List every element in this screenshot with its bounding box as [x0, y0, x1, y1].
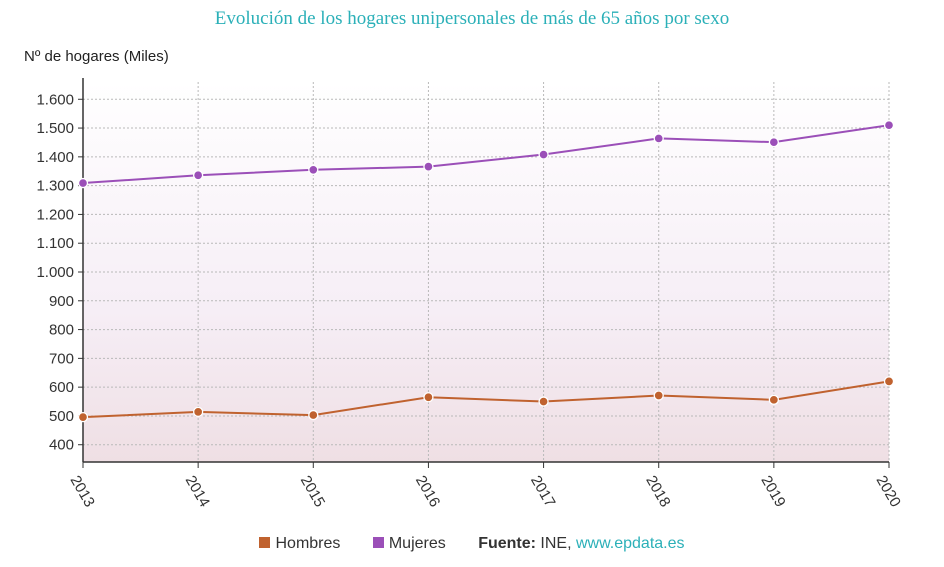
data-point-mujeres [192, 170, 204, 181]
data-point-mujeres [883, 120, 895, 131]
data-point-hombres [77, 411, 89, 423]
y-tick-label: 1.000 [36, 264, 74, 281]
y-tick-label: 500 [49, 408, 74, 425]
legend-swatch-hombres [259, 537, 271, 548]
y-tick-label: 1.600 [36, 91, 74, 108]
data-point-mujeres [768, 137, 780, 148]
y-tick-label: 700 [49, 350, 74, 367]
source-link[interactable]: www.epdata.es [576, 535, 685, 552]
y-tick-label: 1.300 [36, 178, 74, 195]
data-point-mujeres [308, 164, 319, 175]
y-tick-label: 900 [49, 293, 74, 310]
y-tick-label: 600 [49, 379, 74, 396]
x-tick-label: 2015 [297, 473, 328, 510]
legend: Hombres Mujeres Fuente: INE, www.epdata.… [0, 535, 944, 553]
data-point-hombres [308, 409, 319, 421]
y-tick-label: 400 [49, 437, 74, 454]
data-point-mujeres [653, 133, 664, 144]
x-tick-label: 2020 [873, 473, 904, 510]
source-label: Fuente: [478, 535, 536, 552]
source-credit: Fuente: INE, www.epdata.es [478, 535, 684, 553]
legend-item-mujeres[interactable]: Mujeres [372, 535, 446, 553]
chart-title: Evolución de los hogares unipersonales d… [214, 8, 730, 29]
x-tick-label: 2018 [642, 473, 673, 510]
data-point-hombres [883, 376, 895, 387]
legend-label-mujeres: Mujeres [388, 535, 446, 552]
y-axis-label: Nº de hogares (Miles) [24, 48, 169, 65]
series-line-hombres [82, 380, 890, 419]
x-tick-label: 2019 [757, 473, 788, 510]
data-point-hombres [653, 390, 664, 401]
x-tick-label: 2013 [67, 473, 98, 510]
source-text: INE, [535, 535, 576, 552]
y-tick-label: 1.400 [36, 149, 74, 166]
y-tick-label: 800 [49, 322, 74, 339]
data-point-hombres [423, 392, 434, 403]
y-tick-label: 1.200 [36, 206, 74, 223]
legend-item-hombres[interactable]: Hombres [259, 535, 340, 553]
data-point-mujeres [423, 161, 434, 172]
data-point-hombres [538, 396, 549, 407]
x-tick-label: 2017 [527, 473, 558, 510]
data-point-hombres [192, 406, 204, 418]
series-line-mujeres [82, 124, 890, 185]
legend-swatch-mujeres [372, 537, 384, 548]
x-tick-label: 2014 [182, 473, 213, 510]
y-tick-label: 1.500 [36, 120, 74, 137]
data-point-mujeres [538, 149, 549, 160]
legend-label-hombres: Hombres [275, 535, 341, 552]
y-tick-label: 1.100 [36, 235, 74, 252]
x-tick-label: 2016 [412, 473, 443, 510]
data-point-hombres [768, 394, 780, 405]
data-point-mujeres [77, 177, 89, 189]
